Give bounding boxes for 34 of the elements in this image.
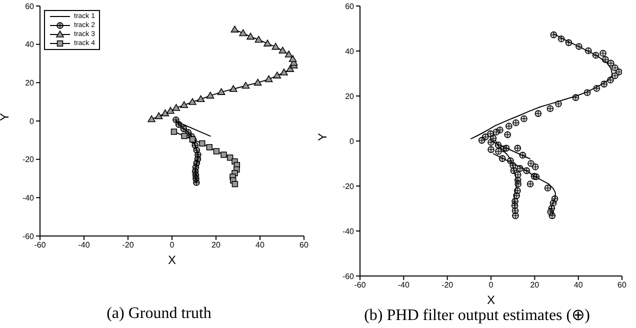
x-axis-title: X xyxy=(486,293,496,307)
x-tick-label: 60 xyxy=(618,280,627,290)
y-tick-label: -20 xyxy=(22,155,35,164)
y-tick-label: -40 xyxy=(22,194,35,203)
text: (b) PHD filter output estimates (⊕) xyxy=(363,306,591,325)
x-tick-label: -40 xyxy=(78,240,90,250)
x-tick-label: 0 xyxy=(170,240,175,250)
y-tick-label: 0 xyxy=(30,116,35,126)
y-tick-label: 20 xyxy=(345,92,355,101)
y-tick-label: 60 xyxy=(25,2,35,11)
y-tick-label: 40 xyxy=(25,40,35,50)
y-tick-label: -20 xyxy=(342,182,355,191)
y-tick-label: -40 xyxy=(342,226,355,236)
x-tick-label: 20 xyxy=(530,280,540,290)
y-tick-label: 40 xyxy=(345,46,355,56)
x-tick-label: 0 xyxy=(488,280,494,290)
x-tick-label: -40 xyxy=(398,280,410,290)
y-tick-label: 0 xyxy=(350,136,355,146)
x-tick-label: 20 xyxy=(212,240,221,250)
y-tick-label: -60 xyxy=(342,272,355,281)
x-tick-label: -60 xyxy=(354,280,366,290)
y-axis-title: Y xyxy=(0,112,12,121)
x-tick-label: -20 xyxy=(122,240,134,250)
y-tick-label: 60 xyxy=(345,2,355,11)
y-tick-label: -60 xyxy=(22,232,35,241)
x-axis-title: X xyxy=(168,253,176,267)
x-tick-label: 60 xyxy=(300,240,309,250)
x-tick-label: 40 xyxy=(574,280,584,290)
y-axis-title: Y xyxy=(315,132,330,141)
x-tick-label: -20 xyxy=(442,280,454,290)
x-tick-label: -60 xyxy=(34,240,46,250)
x-tick-label: 40 xyxy=(256,240,265,250)
y-tick-label: 20 xyxy=(25,78,35,88)
text: (a) Ground truth xyxy=(106,305,212,323)
